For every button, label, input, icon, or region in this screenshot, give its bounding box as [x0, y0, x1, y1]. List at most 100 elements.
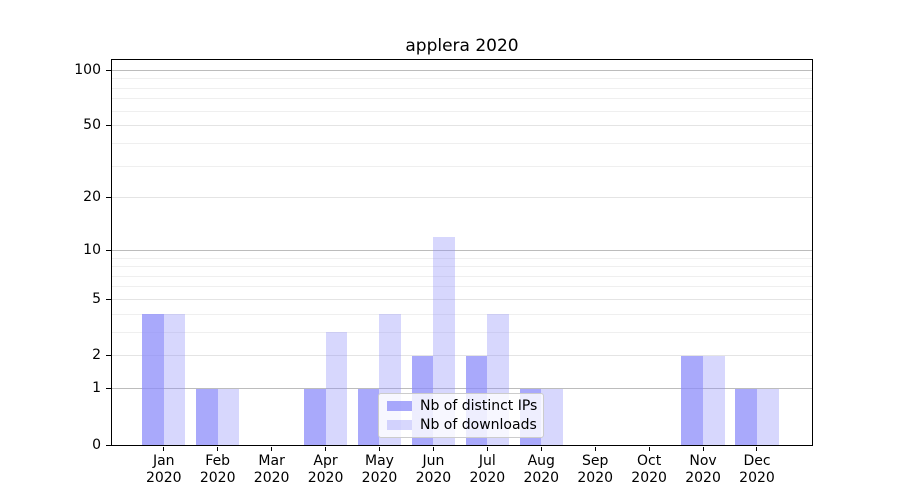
x-tick-year: 2020 [199, 470, 236, 486]
x-tick-jan [163, 447, 165, 451]
x-tick-month: Nov [689, 453, 717, 469]
gridline-y-50 [112, 125, 812, 127]
x-tick-label-oct: Oct 2020 [617, 453, 681, 487]
y-tick-label-2: 2 [92, 347, 101, 364]
bar-downloads-nov [703, 355, 725, 445]
gridline-y-5 [112, 299, 812, 300]
bar-ips-apr [303, 388, 326, 445]
x-tick-jul [486, 447, 488, 451]
x-tick-label-sep: Sep 2020 [563, 453, 627, 487]
bar-downloads-jan [163, 314, 186, 445]
legend: Nb of distinct IPs Nb of downloads [378, 393, 544, 438]
x-tick-month: Aug [527, 453, 555, 469]
x-tick-label-jun: Jun 2020 [401, 453, 465, 487]
legend-label-downloads: Nb of downloads [420, 417, 537, 433]
x-tick-label-feb: Feb 2020 [186, 453, 250, 487]
x-tick-year: 2020 [469, 470, 506, 486]
legend-label-distinct-ips: Nb of distinct IPs [420, 398, 538, 414]
x-tick-label-mar: Mar 2020 [240, 453, 304, 487]
x-tick-year: 2020 [145, 470, 182, 486]
gridline-y-2 [112, 355, 812, 357]
x-tick-month: Jun [422, 453, 445, 469]
x-tick-may [378, 447, 380, 451]
bar-ips-jan [142, 314, 164, 445]
bar-ips-nov [681, 355, 704, 445]
x-tick-label-aug: Aug 2020 [509, 453, 573, 487]
x-tick-dec [756, 447, 758, 451]
y-tick-label-1: 1 [92, 380, 101, 397]
y-tick-2 [106, 355, 111, 357]
gridline-y-40 [112, 142, 812, 144]
legend-swatch-distinct-ips-icon [387, 401, 412, 411]
y-tick-label-0: 0 [92, 436, 101, 453]
x-tick-label-dec: Dec 2020 [725, 453, 789, 487]
x-tick-apr [325, 447, 327, 451]
x-tick-year: 2020 [361, 470, 398, 486]
legend-item-distinct-ips: Nb of distinct IPs [387, 398, 543, 414]
x-tick-month: Feb [205, 453, 231, 469]
gridline-y-10 [112, 249, 812, 251]
gridline-y-3 [112, 331, 812, 333]
x-tick-label-nov: Nov 2020 [671, 453, 735, 487]
y-tick-100 [106, 69, 111, 71]
chart-title: applera 2020 [405, 36, 519, 56]
y-tick-20 [106, 197, 111, 199]
x-tick-month: Jul [478, 453, 496, 469]
x-tick-year: 2020 [253, 470, 290, 486]
y-tick-10 [106, 249, 111, 251]
gridline-y-90 [112, 78, 812, 80]
y-tick-label-100: 100 [74, 61, 101, 78]
x-tick-month: Dec [743, 453, 771, 469]
gridline-y-70 [112, 98, 812, 100]
x-tick-year: 2020 [631, 470, 667, 486]
legend-item-downloads: Nb of downloads [387, 417, 543, 433]
x-tick-label-may: May 2020 [347, 453, 411, 487]
x-tick-nov [702, 447, 704, 451]
x-tick-month: Jan [152, 453, 175, 469]
x-tick-mar [271, 447, 273, 451]
y-tick-1 [106, 388, 111, 390]
gridline-y-8 [112, 266, 812, 268]
x-tick-label-apr: Apr 2020 [294, 453, 358, 487]
y-tick-label-10: 10 [83, 241, 101, 258]
x-tick-year: 2020 [523, 470, 560, 486]
gridline-y-60 [112, 110, 812, 112]
plot-area [111, 59, 813, 446]
bar-downloads-feb [217, 388, 240, 445]
x-tick-month: Oct [637, 453, 662, 469]
x-tick-sep [594, 447, 596, 451]
x-tick-year: 2020 [415, 470, 452, 486]
y-tick-label-5: 5 [92, 291, 101, 307]
x-tick-label-jul: Jul 2020 [455, 453, 519, 487]
x-tick-feb [217, 447, 219, 451]
x-tick-month: Sep [582, 453, 609, 469]
gridline-y-1 [112, 388, 812, 390]
gridline-y-30 [112, 165, 812, 167]
y-tick-label-20: 20 [83, 189, 101, 206]
legend-swatch-downloads-icon [387, 420, 412, 430]
y-tick-5 [106, 299, 111, 300]
bar-ips-dec [735, 388, 757, 445]
gridline-y-6 [112, 286, 812, 288]
x-tick-year: 2020 [577, 470, 614, 486]
x-tick-jun [432, 447, 434, 451]
y-tick-0 [106, 444, 111, 446]
x-tick-year: 2020 [685, 470, 721, 486]
x-tick-year: 2020 [307, 470, 344, 486]
x-tick-label-jan: Jan 2020 [132, 453, 196, 487]
gridline-y-9 [112, 257, 812, 259]
y-tick-label-50: 50 [83, 117, 101, 134]
bar-downloads-dec [756, 388, 779, 445]
gridline-y-7 [112, 275, 812, 277]
x-tick-year: 2020 [739, 470, 775, 486]
bar-downloads-aug [541, 388, 563, 445]
y-tick-50 [106, 125, 111, 127]
x-tick-month: May [365, 453, 394, 469]
gridline-y-80 [112, 87, 812, 89]
x-tick-month: Apr [313, 453, 338, 469]
x-tick-aug [540, 447, 542, 451]
gridline-y-20 [112, 197, 812, 199]
gridline-y-4 [112, 313, 812, 315]
bar-downloads-jun [433, 236, 455, 445]
